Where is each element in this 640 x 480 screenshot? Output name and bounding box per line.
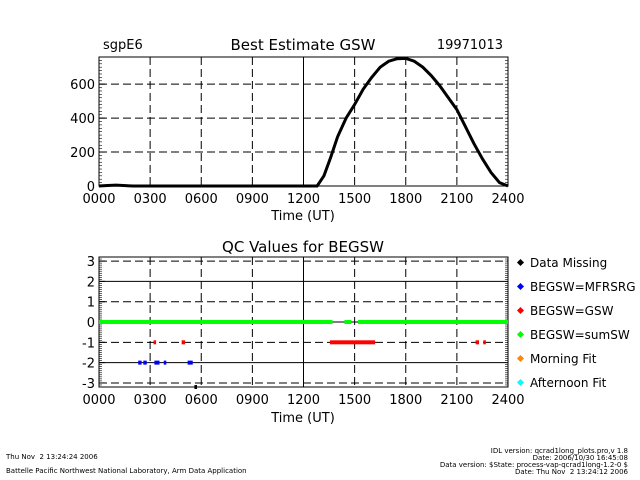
footer-organization: Battelle Pacific Northwest National Labo… [6,467,247,475]
legend-label: Afternoon Fit [530,376,607,390]
x-tick-label: 2400 [491,393,524,408]
qc-segment [143,360,147,365]
x-tick-label: 1800 [389,393,422,408]
legend-marker [516,378,525,387]
x-tick-label: 0600 [185,192,218,207]
legend-marker [516,330,525,339]
x-tick-label: 0900 [236,192,269,207]
x-tick-label: 0000 [82,192,115,207]
top-chart-title: Best Estimate GSW [231,36,376,54]
qc-segment [358,320,508,324]
legend-marker [516,354,525,363]
qc-segment [99,320,333,324]
x-tick-label: 1500 [338,192,371,207]
y-tick-label: -3 [82,377,95,392]
bottom-chart-title: QC Values for BEGSW [222,238,384,256]
date-label: 19971013 [437,38,503,53]
legend-marker [516,258,525,267]
x-tick-label: 2400 [491,192,524,207]
qc-segment [483,340,486,345]
y-tick-label: -1 [82,336,95,351]
legend-label: BEGSW=MFRSRG [530,280,636,294]
x-tick-label: 2100 [440,192,473,207]
y-tick-label: 0 [87,316,95,331]
qc-segment [187,360,193,365]
x-tick-label: 0300 [134,192,167,207]
x-tick-label: 1200 [287,192,320,207]
legend: Data Missing BEGSW=MFRSRG BEGSW=GSW BEGSW=s… [516,256,636,390]
y-tick-label: 600 [70,78,95,93]
y-tick-label: 200 [70,146,95,161]
series-line [98,56,509,188]
qc-segment [194,385,197,389]
legend-label: BEGSW=sumSW [530,328,630,342]
y-tick-label: 2 [87,275,95,290]
qc-segment [344,320,352,324]
x-tick-label: 1500 [338,393,371,408]
qc-segment [181,340,186,345]
y-tick-label: 0 [87,180,95,195]
footer-line-1: Date: 2006/10/30 16:45:08 [532,454,628,462]
y-tick-label: 400 [70,112,95,127]
bottom-x-axis-label: Time (UT) [270,411,335,426]
top-plot: 0000 0300 0600 0900 1200 1500 1800 2100 2400 0 200… [70,56,525,207]
legend-label: Morning Fit [530,352,597,366]
qc-segment [153,340,157,345]
x-tick-label: 0000 [82,393,115,408]
x-tick-label: 1800 [389,192,422,207]
x-tick-label: 2100 [440,393,473,408]
y-tick-label: 3 [87,255,95,270]
footer-line-0: IDL version: qcrad1long_plots.pro,v 1.8 [490,447,628,455]
legend-label: Data Missing [530,256,607,270]
footer-line-2: Data version: $State: process-vap-qcrad1… [439,461,628,469]
legend-label: BEGSW=GSW [530,304,614,318]
top-x-axis-label: Time (UT) [270,209,335,224]
qc-segment [329,340,376,345]
y-tick-label: 1 [87,296,95,311]
x-tick-label: 0600 [185,393,218,408]
site-label: sgpE6 [103,38,143,53]
bottom-plot: 0000 0300 0600 0900 1200 1500 1800 2100 2400 3 2 1 0… [82,255,525,408]
qc-segment [154,360,160,365]
qc-segment [138,360,142,365]
legend-marker [516,282,525,291]
footer-date: Thu Nov 2 13:24:24 2006 [6,453,98,461]
x-tick-label: 0900 [236,393,269,408]
footer-line-3: Date: Thu Nov 2 13:24:12 2006 [515,468,628,476]
qc-segment [475,340,480,345]
x-tick-label: 0300 [134,393,167,408]
x-tick-label: 1200 [287,393,320,408]
qc-segment [163,360,167,365]
legend-marker [516,306,525,315]
y-tick-label: -2 [82,357,95,372]
